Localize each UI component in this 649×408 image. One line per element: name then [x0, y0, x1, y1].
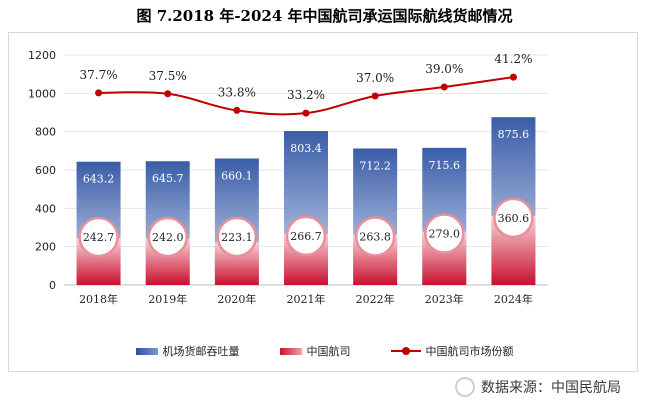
- airline-label-badge: [78, 216, 119, 258]
- share-data-label: 37.5%: [149, 69, 187, 83]
- throughput-data-label: 803.4: [290, 142, 322, 155]
- airline-label-badge: [147, 216, 188, 258]
- legend-label-throughput: 机场货邮吞吐量: [162, 345, 240, 358]
- y-tick-label: 400: [35, 202, 56, 215]
- airline-label-badge: [493, 197, 534, 239]
- airline-data-label: 242.7: [83, 231, 115, 244]
- legend-swatch-red: [279, 347, 302, 355]
- throughput-data-label: 875.6: [498, 128, 530, 141]
- share-point: [164, 90, 172, 98]
- legend-item-share: 中国航司市场份额: [390, 343, 514, 359]
- x-tick-label: 2019年: [148, 292, 187, 306]
- y-tick-label: 800: [35, 126, 56, 139]
- x-tick-label: 2024年: [494, 292, 533, 306]
- chart-title: 图 7.2018 年-2024 年中国航司承运国际航线货邮情况: [136, 7, 513, 25]
- legend-label-share: 中国航司市场份额: [425, 345, 514, 358]
- airline-data-label: 263.8: [359, 230, 391, 243]
- legend: 机场货邮吞吐量 中国航司 中国航司市场份额: [0, 340, 649, 362]
- y-tick-label: 1200: [28, 49, 56, 62]
- throughput-data-label: 660.1: [221, 169, 253, 182]
- throughput-data-label: 643.2: [83, 173, 115, 186]
- x-tick-label: 2021年: [287, 292, 326, 306]
- line-layer: [95, 73, 517, 117]
- y-tick-label: 1000: [28, 87, 56, 100]
- source-text: 数据来源：中国民航局: [481, 380, 621, 396]
- airline-label-badge: [216, 216, 258, 258]
- airline-data-label: 279.0: [429, 228, 461, 241]
- share-data-label: 37.0%: [356, 71, 394, 85]
- airline-data-label: 242.0: [152, 231, 184, 244]
- legend-item-throughput: 机场货邮吞吐量: [135, 343, 240, 359]
- y-tick-label: 0: [49, 279, 56, 292]
- legend-item-airlines: 中国航司: [279, 343, 351, 359]
- legend-swatch-line: [390, 346, 421, 356]
- y-tick-label: 200: [35, 241, 56, 254]
- xueqiu-logo-icon: [455, 377, 475, 397]
- y-axis-ticks: 0 200 400 600 800 1000 1200: [28, 49, 56, 292]
- airline-data-label: 360.6: [498, 212, 530, 225]
- share-point: [371, 92, 379, 100]
- x-axis-ticks: 2018年 2019年 2020年 2021年 2022年 2023年 2024年: [79, 292, 533, 306]
- legend-swatch-blue: [135, 347, 158, 355]
- share-point: [509, 73, 517, 81]
- x-tick-label: 2023年: [425, 292, 464, 306]
- airline-data-label: 223.1: [221, 231, 253, 244]
- chart-frame: [8, 32, 638, 372]
- share-point: [440, 83, 448, 91]
- share-point: [233, 106, 241, 114]
- share-data-label: 33.2%: [287, 88, 325, 102]
- x-tick-label: 2022年: [356, 292, 395, 306]
- labels-layer: 37.7% 37.5% 33.8% 33.2% 37.0% 39.0% 41.2% 643.2…: [78, 52, 534, 258]
- airline-label-badge: [424, 213, 465, 254]
- x-tick-label: 2018年: [79, 292, 118, 306]
- x-tick-label: 2020年: [217, 292, 256, 306]
- share-point: [95, 89, 103, 97]
- throughput-data-label: 645.7: [152, 172, 184, 185]
- share-data-label: 39.0%: [425, 62, 463, 76]
- source-watermark: 数据来源：中国民航局: [455, 377, 621, 397]
- throughput-data-label: 715.6: [429, 159, 461, 172]
- share-point: [302, 109, 310, 117]
- share-data-label: 41.2%: [494, 52, 532, 66]
- throughput-data-label: 712.2: [359, 159, 391, 172]
- share-data-label: 37.7%: [80, 68, 118, 82]
- airline-label-badge: [285, 215, 327, 257]
- airline-label-badge: [354, 216, 396, 257]
- airline-data-label: 266.7: [290, 230, 322, 243]
- share-data-label: 33.8%: [218, 85, 256, 99]
- y-tick-label: 600: [35, 164, 56, 177]
- legend-label-airlines: 中国航司: [306, 345, 351, 358]
